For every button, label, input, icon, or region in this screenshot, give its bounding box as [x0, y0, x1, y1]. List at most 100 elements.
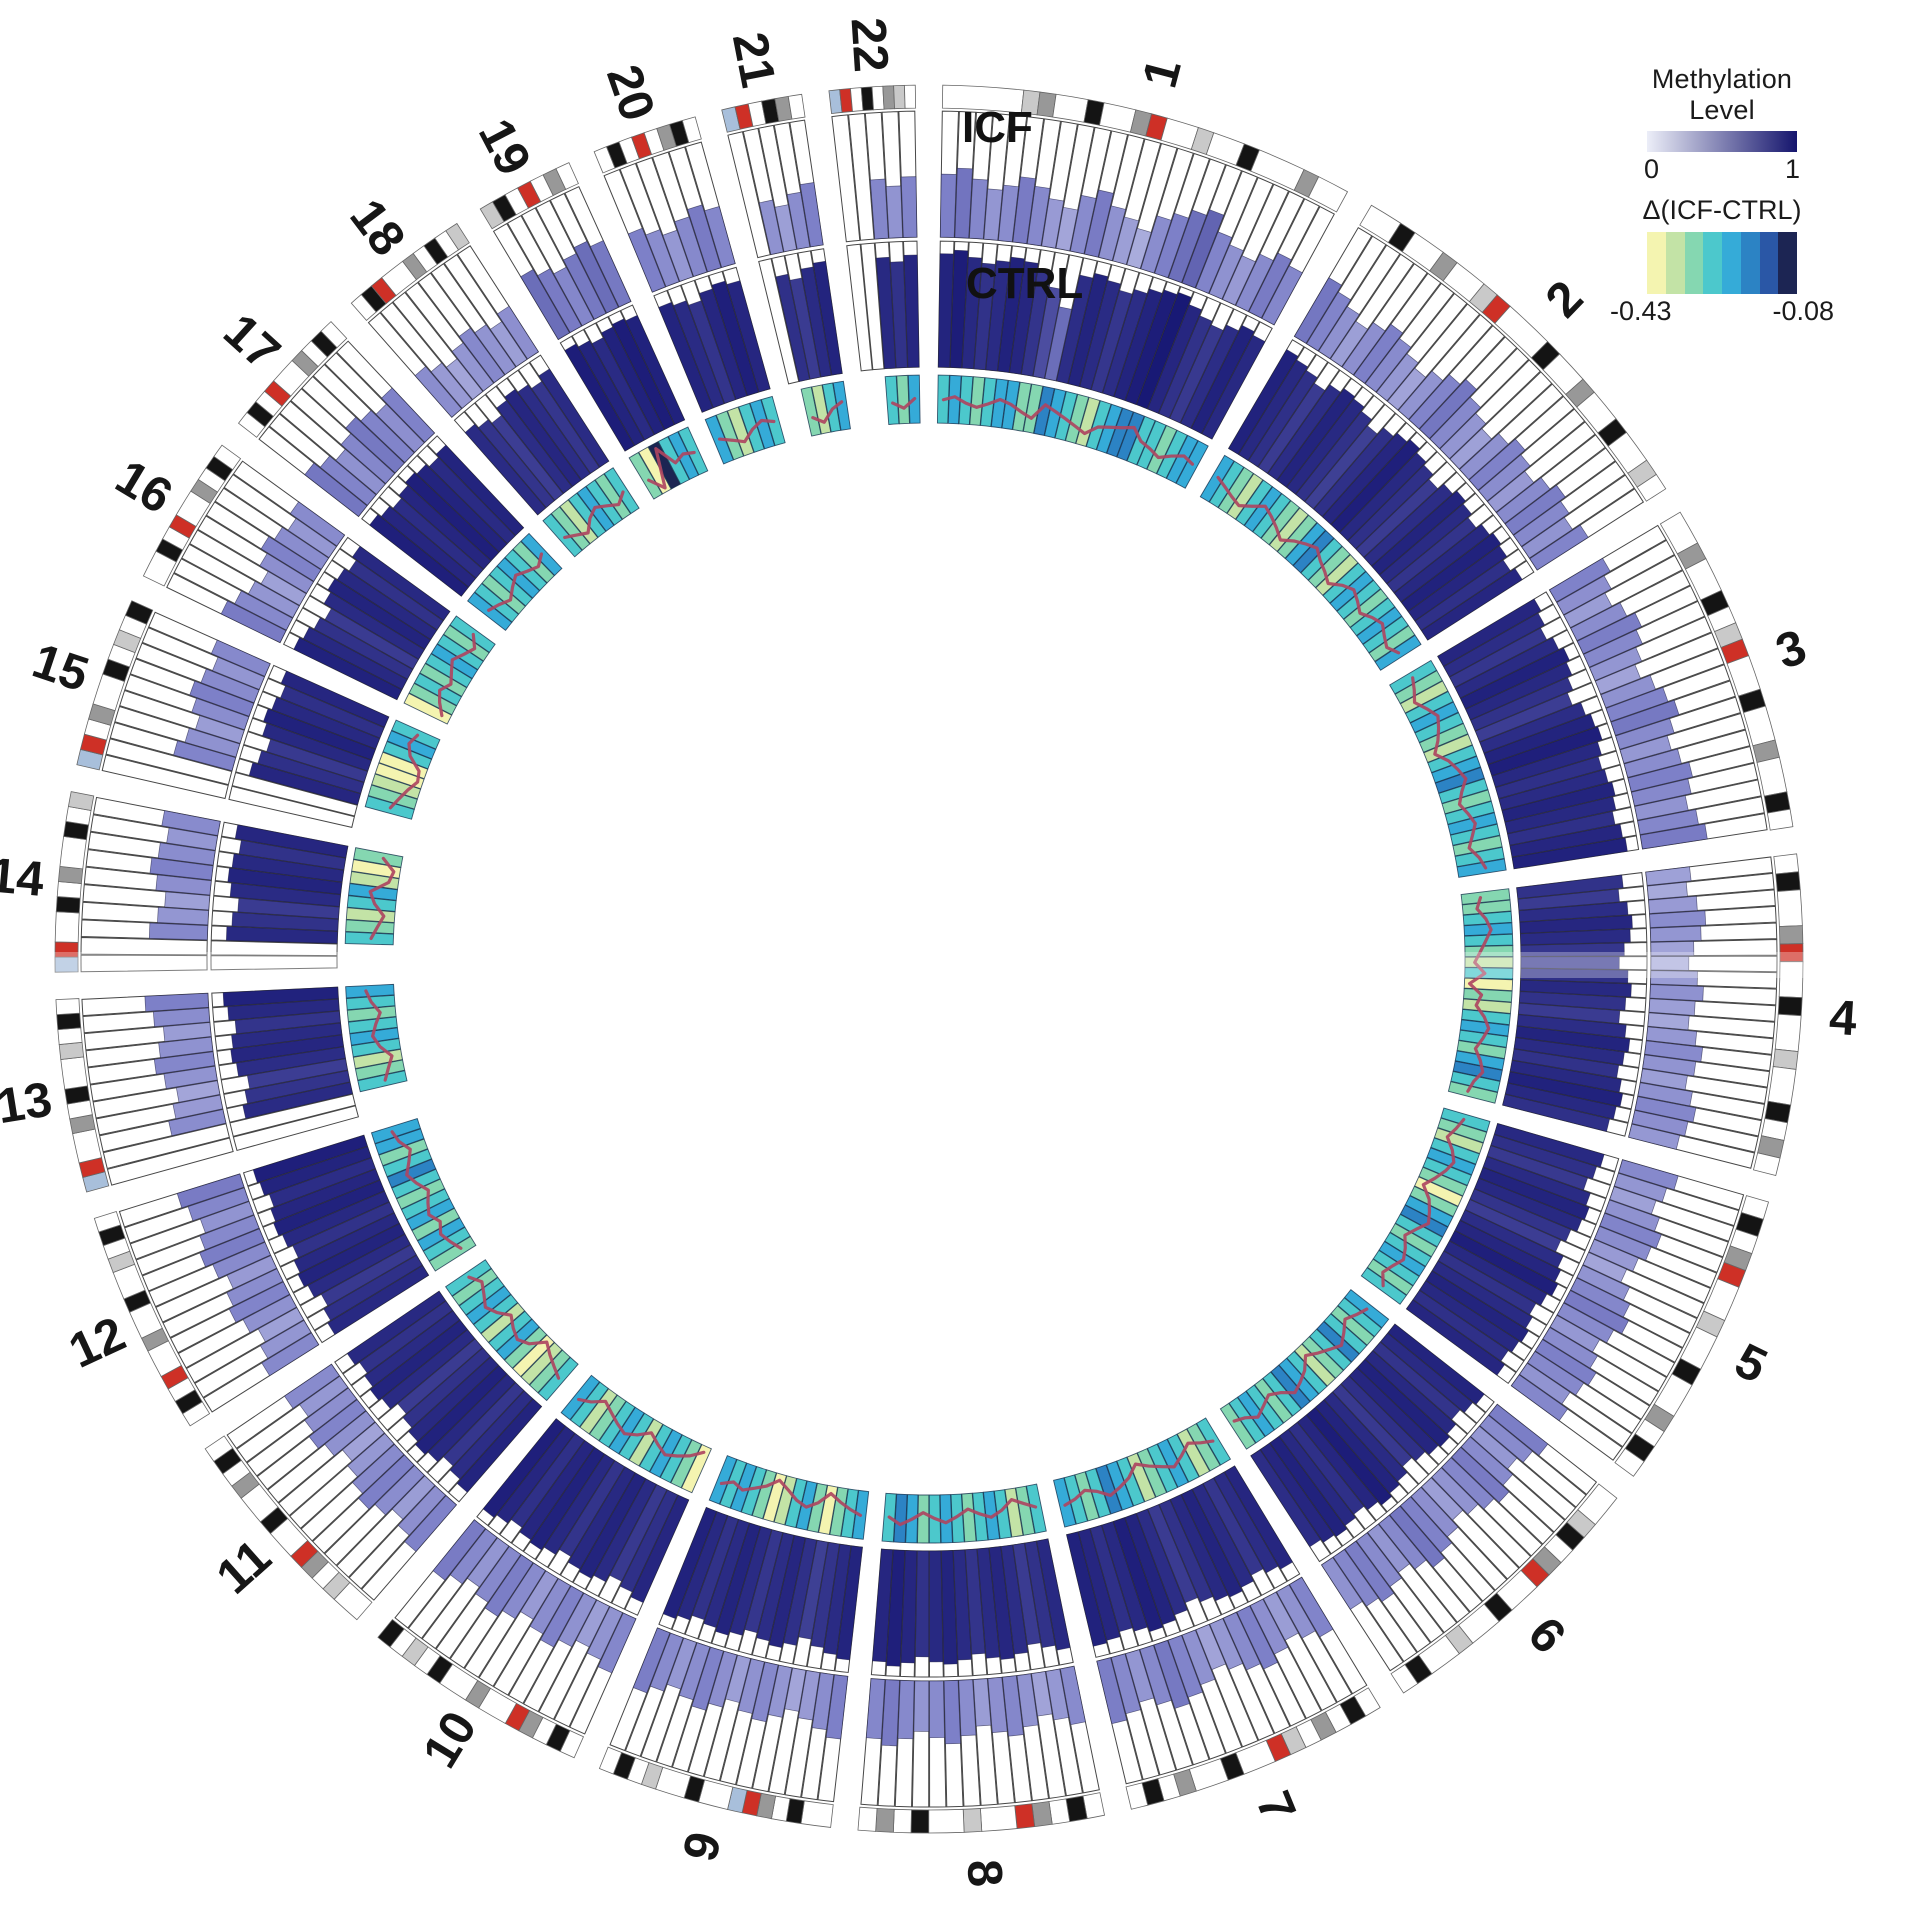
- delta-cell: [408, 682, 458, 716]
- ctrl-bar: [1498, 769, 1609, 811]
- ctrl-bar: [810, 1542, 840, 1648]
- delta-cell: [884, 375, 900, 425]
- icf-bar: [195, 715, 245, 744]
- cytoband: [1766, 808, 1794, 831]
- icf-bar: [1235, 253, 1274, 312]
- chromosome-label-17: 17: [213, 304, 290, 381]
- ctrl-bar: [262, 722, 372, 772]
- legend: Methylation Level 0 1 Δ(ICF-CTRL) -0.43 …: [1610, 64, 1834, 327]
- delta-trend-line-6: [1232, 1307, 1369, 1423]
- bar-cell: [232, 1105, 360, 1152]
- ctrl-bar: [1504, 796, 1617, 834]
- icf-bar: [1527, 1351, 1585, 1396]
- ctrl-bar: [268, 1157, 376, 1208]
- ctrl-bar: [1357, 1358, 1450, 1448]
- icf-bar: [1634, 795, 1689, 821]
- delta-cell: [762, 1472, 787, 1523]
- delta-cell: [1463, 988, 1513, 1003]
- delta-cell: [726, 406, 755, 457]
- ctrl-bar: [1520, 928, 1631, 946]
- delta-cell: [1136, 420, 1167, 470]
- cytoband: [124, 600, 154, 625]
- icf-bar: [737, 1658, 765, 1714]
- icf-bar: [649, 1632, 684, 1692]
- delta-cell: [1166, 1433, 1200, 1483]
- cytoband: [204, 1435, 234, 1462]
- icf-bar: [1364, 338, 1412, 393]
- delta-cell: [357, 1070, 408, 1093]
- cytoband: [1614, 1447, 1645, 1477]
- delta-cell: [1449, 823, 1501, 846]
- icf-bar: [289, 501, 346, 547]
- ctrl-bar: [464, 423, 547, 516]
- bar-cell: [105, 738, 233, 786]
- cytoband: [1031, 1801, 1053, 1828]
- ctrl-bar: [601, 326, 665, 435]
- chromosome-group-6: 6: [1219, 1289, 1618, 1694]
- ideogram-21: [721, 93, 806, 133]
- delta-cell: [659, 1434, 693, 1484]
- delta-cell: [1012, 381, 1032, 432]
- ctrl-bar: [1306, 1407, 1393, 1506]
- icf-bar: [397, 1485, 446, 1536]
- icf-bar: [210, 639, 271, 677]
- delta-cell: [1165, 434, 1199, 484]
- ctrl-bar: [1474, 1177, 1583, 1232]
- delta-cell: [1418, 1166, 1468, 1197]
- icf-bar: [1639, 823, 1708, 850]
- icf-bar: [799, 182, 824, 248]
- cytoband: [1776, 889, 1803, 927]
- ctrl-bar: [1147, 304, 1203, 414]
- delta-cell: [806, 1482, 828, 1533]
- icf-bar: [674, 216, 708, 277]
- delta-cell: [738, 402, 765, 453]
- ctrl-bar: [1124, 1513, 1177, 1626]
- ctrl-bar: [1355, 478, 1439, 558]
- cytoband: [979, 1805, 1018, 1832]
- ctrl-bar: [903, 254, 920, 368]
- icf-bar: [1646, 881, 1688, 900]
- delta-cell: [1343, 588, 1389, 628]
- ctrl-bar: [1136, 292, 1192, 410]
- delta-cell: [403, 692, 453, 725]
- bar-cell: [101, 754, 229, 800]
- delta-cell: [442, 624, 490, 662]
- icf-bar: [340, 433, 396, 485]
- ctrl-bar: [775, 273, 810, 382]
- icf-bar: [261, 1332, 320, 1377]
- ctrl-bar: [427, 1373, 516, 1463]
- ctrl-bar: [234, 1010, 341, 1035]
- cytoband: [1752, 1152, 1781, 1177]
- delta-cell: [391, 719, 441, 750]
- delta-swatch: [1740, 232, 1760, 294]
- delta-cell: [993, 1489, 1012, 1540]
- icf-bar: [1408, 374, 1461, 430]
- ctrl-bar: [662, 1507, 717, 1620]
- ctrl-bar: [1515, 1025, 1631, 1053]
- ctrl-bar: [1315, 1399, 1401, 1494]
- delta-cell: [1368, 625, 1416, 663]
- ctrl-bar: [531, 380, 600, 474]
- delta-cell: [411, 1207, 461, 1242]
- delta-trend-line-3: [1411, 676, 1488, 870]
- icf-bar: [474, 324, 517, 376]
- delta-cell: [1064, 393, 1090, 444]
- icf-bar: [1534, 1339, 1597, 1386]
- delta-trend-line-4: [1466, 896, 1493, 1093]
- ctrl-bar: [266, 738, 368, 783]
- delta-cell: [947, 374, 962, 425]
- ctrl-bar: [593, 1478, 657, 1583]
- delta-cell: [1404, 690, 1454, 724]
- icf-bar: [1589, 646, 1643, 681]
- ideogram-1: [941, 84, 1349, 213]
- bar-cell: [210, 955, 338, 971]
- chromosome-label-12: 12: [61, 1307, 133, 1379]
- delta-trend-line-14: [368, 856, 396, 941]
- icf-bars-4: [1628, 856, 1778, 1169]
- icf-bar: [1441, 1457, 1495, 1510]
- icf-bar: [274, 526, 329, 570]
- chromosome-group-12: 12: [61, 1117, 477, 1427]
- icf-bar: [939, 173, 957, 238]
- delta-cell: [1237, 1390, 1275, 1438]
- icf-bar: [374, 1464, 425, 1516]
